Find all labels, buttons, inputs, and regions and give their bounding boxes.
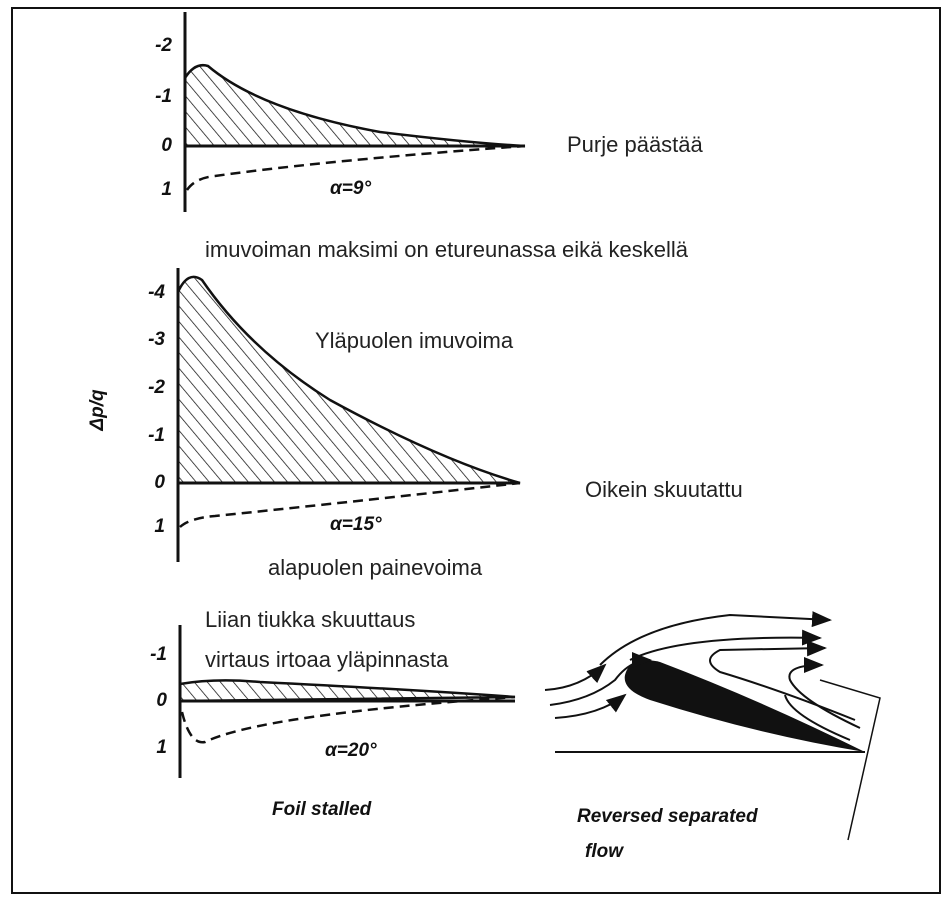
tick-label: 0 [154, 472, 165, 493]
caption: flow [585, 841, 624, 862]
annotation: Liian tiukka skuuttaus [205, 607, 415, 632]
tick-label: 0 [161, 135, 172, 156]
tick-label: -1 [150, 644, 167, 665]
caption: Foil stalled [272, 799, 372, 820]
panel-2: -4 -3 -2 -1 0 1 α=15° Δp/q [87, 268, 521, 562]
panel-1: -2 -1 0 1 α=9° [155, 12, 526, 212]
panel-3: -1 0 1 α=20° Foil stalled [150, 625, 516, 820]
annotation: virtaus irtoaa yläpinnasta [205, 647, 449, 672]
tick-label: -2 [148, 377, 165, 398]
annotation: Yläpuolen imuvoima [315, 328, 514, 353]
alpha-label: α=9° [330, 178, 371, 199]
tick-label: -3 [148, 329, 165, 350]
airfoil-diagram: Reversed separated flow [544, 611, 881, 862]
annotation: alapuolen painevoima [268, 555, 483, 580]
tick-label: -2 [155, 35, 172, 56]
alpha-label: α=20° [325, 740, 377, 761]
tick-label: 1 [154, 516, 165, 537]
alpha-label: α=15° [330, 514, 382, 535]
caption: Reversed separated [577, 806, 758, 827]
tick-label: 1 [161, 179, 172, 200]
annotation: Oikein skuutattu [585, 477, 743, 502]
tick-label: 1 [156, 737, 167, 758]
tick-label: 0 [156, 690, 167, 711]
annotation: Purje päästää [567, 132, 704, 157]
tick-label: -1 [148, 425, 165, 446]
annotation: imuvoiman maksimi on etureunassa eikä ke… [205, 237, 689, 262]
frame [11, 7, 941, 894]
y-axis-label: Δp/q [87, 389, 108, 432]
tick-label: -1 [155, 86, 172, 107]
tick-label: -4 [148, 282, 165, 303]
